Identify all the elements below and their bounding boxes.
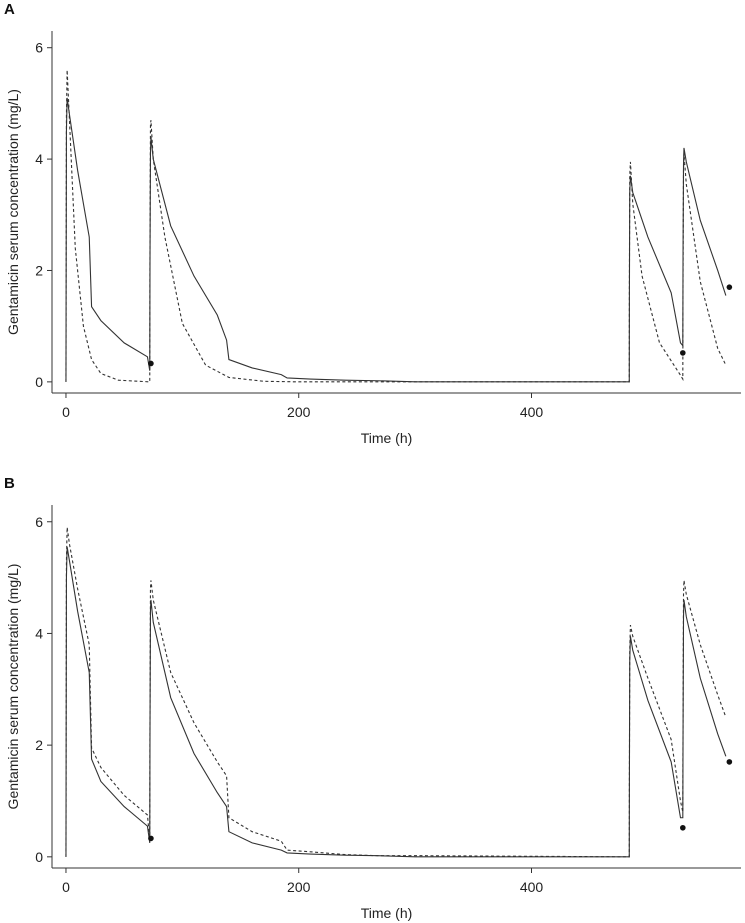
observed-point [680, 824, 686, 831]
observed-point [726, 284, 733, 290]
y-axis-title: Gentamicin serum concentration (mg/L) [5, 89, 21, 335]
y-tick-label: 0 [35, 374, 43, 390]
y-tick-label: 4 [35, 625, 43, 641]
y-tick-label: 0 [35, 849, 43, 865]
series-line-dashed [65, 69, 727, 383]
observed-point [148, 360, 154, 367]
x-tick-label: 200 [287, 404, 311, 420]
series-line-solid [65, 546, 727, 858]
panel-a-chart: A 0 2 4 6 0 200 400 Time (h) Gentamicin serum con… [4, 1, 741, 446]
observed-point [148, 835, 154, 842]
observed-point [680, 350, 686, 356]
y-tick-label: 6 [35, 40, 43, 56]
y-tick-label: 4 [35, 151, 43, 167]
y-tick-label: 6 [35, 514, 43, 530]
y-axis-title: Gentamicin serum concentration (mg/L) [5, 564, 21, 810]
y-tick-label: 2 [35, 737, 43, 753]
panel-label: A [4, 1, 15, 18]
x-tick-label: 0 [62, 879, 70, 895]
panel-b-chart: B 0 2 4 6 0 200 400 Time (h) Gentamicin serum con… [4, 475, 741, 921]
series-line-solid [65, 97, 727, 383]
x-tick-label: 400 [520, 879, 544, 895]
series-line-dashed [65, 527, 727, 858]
x-axis-title: Time (h) [361, 430, 413, 446]
y-tick-label: 2 [35, 262, 43, 278]
x-axis-title: Time (h) [361, 905, 413, 921]
x-tick-label: 0 [62, 404, 70, 420]
observed-point [726, 759, 733, 765]
panel-label: B [4, 475, 15, 492]
x-tick-label: 400 [520, 404, 544, 420]
x-tick-label: 200 [287, 879, 311, 895]
